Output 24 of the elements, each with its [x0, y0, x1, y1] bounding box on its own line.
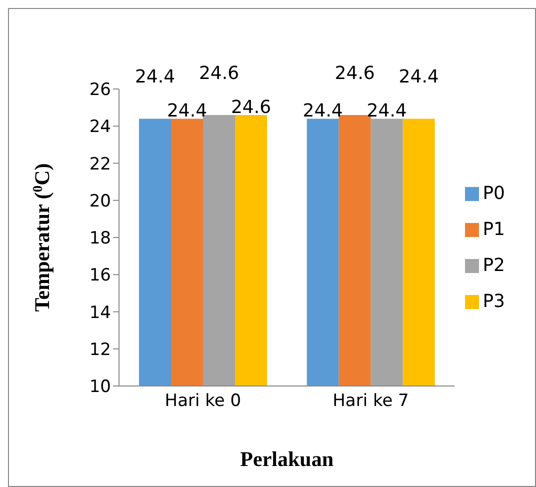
- data-label: 24.4: [134, 66, 176, 88]
- legend-label: P1: [482, 218, 505, 240]
- y-tick-label: 18: [89, 228, 111, 249]
- data-label: 24.6: [230, 96, 272, 118]
- x-tick-label: Hari ke 7: [332, 391, 409, 412]
- y-tick-label: 20: [89, 191, 111, 212]
- legend-label: P3: [482, 290, 505, 312]
- y-tick-label: 22: [89, 154, 111, 174]
- y-tick-label: 26: [89, 80, 111, 100]
- data-label: 24.4: [302, 100, 343, 122]
- x-tick-label: Hari ke 0: [164, 391, 242, 412]
- data-label: 24.4: [398, 66, 439, 88]
- legend-label: P0: [482, 182, 505, 204]
- x-axis-title: Perlakuan: [240, 447, 334, 471]
- data-label: 24.4: [366, 100, 407, 122]
- y-tick-label: 14: [89, 302, 111, 323]
- data-label: 24.6: [198, 62, 240, 84]
- data-label: 24.6: [334, 62, 375, 84]
- legend-label: P2: [482, 254, 505, 276]
- y-tick-label: 10: [89, 377, 111, 398]
- y-tick-label: 24: [89, 117, 111, 138]
- y-tick-label: 16: [89, 266, 111, 286]
- data-label: 24.4: [166, 100, 208, 122]
- y-tick-label: 12: [89, 340, 111, 360]
